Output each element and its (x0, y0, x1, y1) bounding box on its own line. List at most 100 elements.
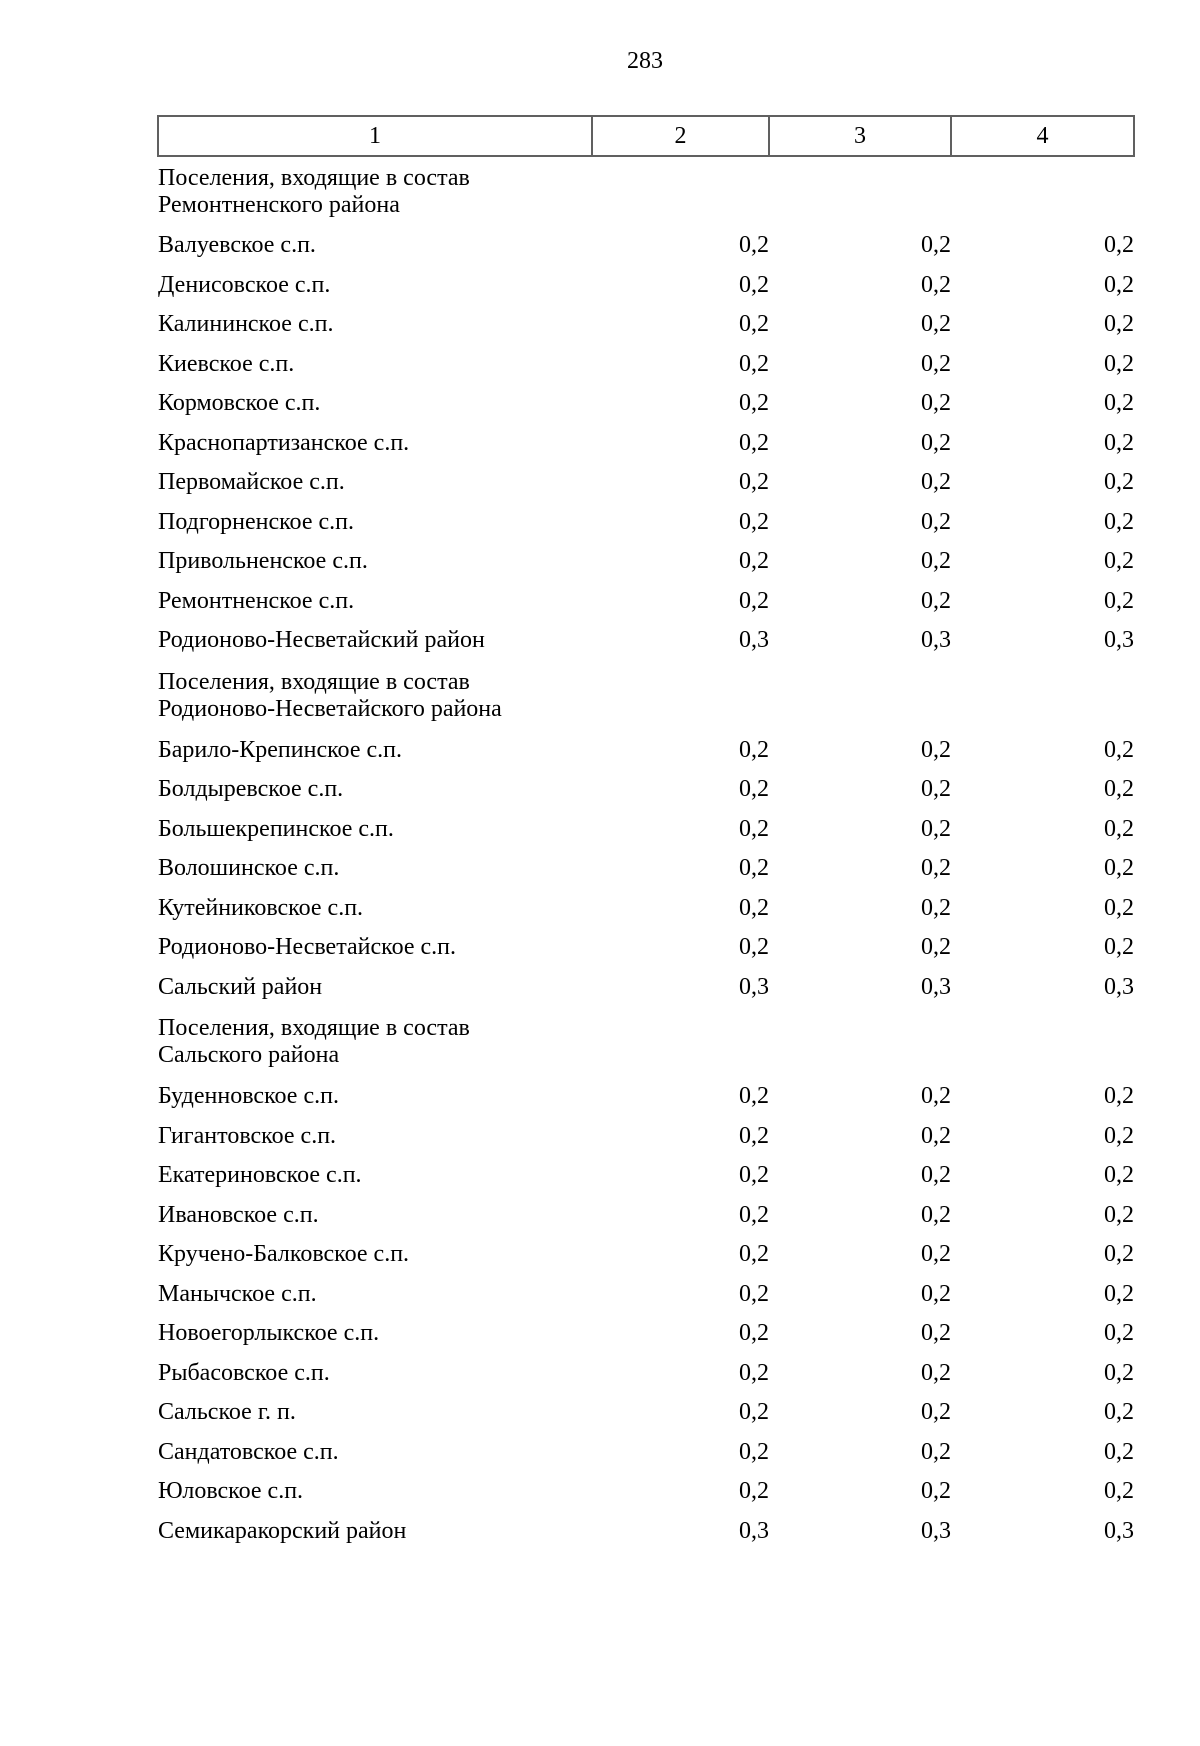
table-row: Манычское с.п. 0,2 0,2 0,2 (158, 1275, 1134, 1315)
rate-value-col-2: 0,2 (739, 1162, 769, 1189)
rate-value-col-3: 0,2 (921, 1241, 951, 1268)
rate-value-col-4: 0,2 (1104, 1359, 1134, 1386)
territory-name: Болдыревское с.п. (158, 776, 344, 803)
rate-value-col-4: 0,2 (1104, 508, 1134, 535)
territory-name: Новоегорлыкское с.п. (158, 1320, 380, 1347)
territory-name: Краснопартизанское с.п. (158, 429, 410, 456)
group-label: Поселения, входящие в состав Сальского ра… (158, 1007, 1134, 1077)
rate-value-col-4: 0,2 (1104, 429, 1134, 456)
rate-value-col-4: 0,2 (1104, 469, 1134, 496)
group-label-line: Поселения, входящие в состав (158, 668, 470, 695)
rate-value-col-2: 0,2 (739, 587, 769, 614)
rate-value-col-4: 0,2 (1104, 311, 1134, 338)
rate-value-col-4: 0,2 (1104, 271, 1134, 298)
table-row: Гигантовское с.п. 0,2 0,2 0,2 (158, 1117, 1134, 1157)
territory-name: Подгорненское с.п. (158, 508, 354, 535)
territory-name: Кутейниковское с.п. (158, 894, 364, 921)
table-row: Сандатовское с.п. 0,2 0,2 0,2 (158, 1433, 1134, 1473)
table-row: Кручено-Балковское с.п. 0,2 0,2 0,2 (158, 1235, 1134, 1275)
rate-value-col-4: 0,2 (1104, 1162, 1134, 1189)
territory-name: Валуевское с.п. (158, 232, 316, 259)
rate-value-col-2: 0,2 (739, 1320, 769, 1347)
table-group-row: Поселения, входящие в состав Ремонтненско… (158, 156, 1134, 226)
rate-value-col-4: 0,3 (1104, 627, 1134, 654)
territory-name: Екатериновское с.п. (158, 1162, 362, 1189)
territory-name: Большекрепинское с.п. (158, 815, 394, 842)
territory-name: Киевское с.п. (158, 350, 295, 377)
rate-value-col-3: 0,2 (921, 271, 951, 298)
territory-name: Кормовское с.п. (158, 390, 321, 417)
table-row: Семикаракорский район 0,3 0,3 0,3 (158, 1512, 1134, 1552)
territory-name: Барило-Крепинское с.п. (158, 736, 402, 763)
table-row: Краснопартизанское с.п. 0,2 0,2 0,2 (158, 424, 1134, 464)
group-label-line: Сальского района (158, 1042, 340, 1068)
territory-name: Семикаракорский район (158, 1517, 407, 1544)
rate-value-col-2: 0,2 (739, 815, 769, 842)
territory-name: Рыбасовское с.п. (158, 1359, 330, 1386)
rate-value-col-4: 0,2 (1104, 815, 1134, 842)
rate-value-col-2: 0,2 (739, 736, 769, 763)
rate-value-col-4: 0,2 (1104, 1241, 1134, 1268)
territory-name: Родионово-Несветайское с.п. (158, 934, 457, 961)
rate-value-col-3: 0,3 (921, 627, 951, 654)
rate-value-col-4: 0,2 (1104, 1438, 1134, 1465)
rate-value-col-2: 0,3 (739, 973, 769, 1000)
group-label-line: Поселения, входящие в состав (158, 164, 470, 191)
territory-name: Волошинское с.п. (158, 855, 340, 882)
rate-value-col-4: 0,2 (1104, 1280, 1134, 1307)
rate-value-col-3: 0,2 (921, 855, 951, 882)
rate-value-col-3: 0,3 (921, 1517, 951, 1544)
territory-name: Первомайское с.п. (158, 469, 345, 496)
table-row: Сальское г. п. 0,2 0,2 0,2 (158, 1393, 1134, 1433)
table-row: Рыбасовское с.п. 0,2 0,2 0,2 (158, 1354, 1134, 1394)
rate-value-col-2: 0,2 (739, 1478, 769, 1505)
rate-value-col-3: 0,2 (921, 1162, 951, 1189)
table-header-row: 1 2 3 4 (157, 115, 1135, 157)
rate-value-col-2: 0,2 (739, 469, 769, 496)
table-row: Кормовское с.п. 0,2 0,2 0,2 (158, 384, 1134, 424)
rate-value-col-2: 0,2 (739, 855, 769, 882)
rate-value-col-3: 0,2 (921, 1201, 951, 1228)
table-row: Родионово-Несветайский район 0,3 0,3 0,3 (158, 621, 1134, 661)
rate-value-col-4: 0,3 (1104, 973, 1134, 1000)
table-row: Первомайское с.п. 0,2 0,2 0,2 (158, 463, 1134, 503)
rate-value-col-2: 0,2 (739, 1359, 769, 1386)
rate-value-col-4: 0,2 (1104, 587, 1134, 614)
territory-name: Сальское г. п. (158, 1399, 296, 1426)
rate-value-col-4: 0,2 (1104, 1083, 1134, 1110)
rates-table: 1 2 3 4 Поселения, входящие в состав Ремо… (157, 115, 1135, 1551)
rate-value-col-4: 0,2 (1104, 855, 1134, 882)
rate-value-col-3: 0,2 (921, 1320, 951, 1347)
rate-value-col-3: 0,2 (921, 390, 951, 417)
rate-value-col-4: 0,2 (1104, 1320, 1134, 1347)
group-label-line: Поселения, входящие в состав (158, 1015, 470, 1041)
group-label: Поселения, входящие в состав Ремонтненско… (158, 156, 1134, 226)
rate-value-col-3: 0,3 (921, 973, 951, 1000)
rate-value-col-3: 0,2 (921, 1122, 951, 1149)
territory-name: Гигантовское с.п. (158, 1122, 337, 1149)
rate-value-col-3: 0,2 (921, 815, 951, 842)
rate-value-col-2: 0,2 (739, 390, 769, 417)
table-group-row: Поселения, входящие в состав Родионово-Не… (158, 661, 1134, 731)
rate-value-col-3: 0,2 (921, 350, 951, 377)
table-row: Валуевское с.п. 0,2 0,2 0,2 (158, 226, 1134, 266)
table-row: Привольненское с.п. 0,2 0,2 0,2 (158, 542, 1134, 582)
rate-value-col-2: 0,2 (739, 311, 769, 338)
group-label-line: Родионово-Несветайского района (158, 695, 502, 722)
table-row: Большекрепинское с.п. 0,2 0,2 0,2 (158, 810, 1134, 850)
group-label: Поселения, входящие в состав Родионово-Не… (158, 661, 1134, 731)
rate-value-col-2: 0,2 (739, 232, 769, 259)
column-header-4: 4 (950, 115, 1135, 157)
rate-value-col-4: 0,2 (1104, 390, 1134, 417)
rate-value-col-2: 0,2 (739, 271, 769, 298)
table-group-row: Поселения, входящие в состав Сальского ра… (158, 1007, 1134, 1077)
rate-value-col-3: 0,2 (921, 469, 951, 496)
territory-name: Буденновское с.п. (158, 1083, 339, 1110)
table-row: Кутейниковское с.п. 0,2 0,2 0,2 (158, 889, 1134, 929)
table-row: Ивановское с.п. 0,2 0,2 0,2 (158, 1196, 1134, 1236)
territory-name: Кручено-Балковское с.п. (158, 1241, 410, 1268)
table-row: Новоегорлыкское с.п. 0,2 0,2 0,2 (158, 1314, 1134, 1354)
rate-value-col-2: 0,2 (739, 1201, 769, 1228)
rate-value-col-4: 0,2 (1104, 1122, 1134, 1149)
rate-value-col-4: 0,2 (1104, 1201, 1134, 1228)
